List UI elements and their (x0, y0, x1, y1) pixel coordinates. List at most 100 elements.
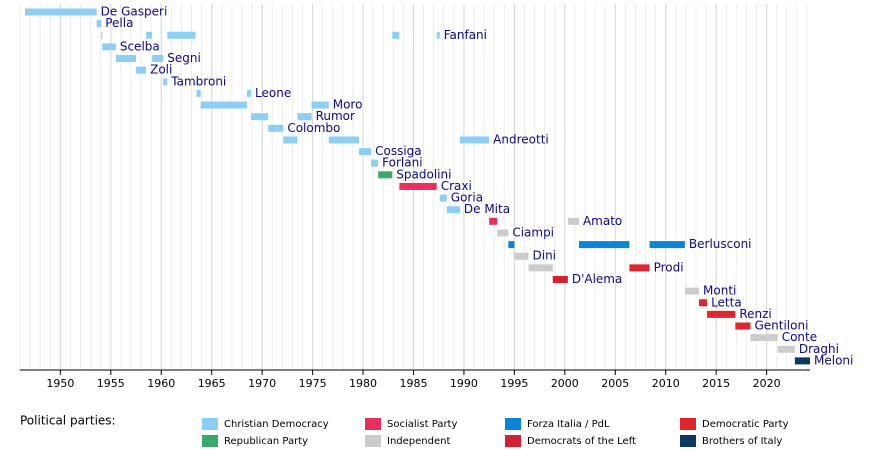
legend-label: Forza Italia / PdL (527, 419, 610, 430)
pm-name: Goria (451, 191, 483, 205)
term-bar (268, 124, 284, 132)
term-bar (750, 334, 778, 342)
pm-name: De Gasperi (101, 5, 168, 19)
pm-name: Amato (583, 214, 622, 228)
pm-name: Rumor (316, 109, 355, 123)
term-bar (101, 31, 103, 39)
pm-name: Draghi (799, 342, 839, 356)
x-tick-label: 1965 (198, 377, 226, 390)
term-bar (707, 310, 736, 318)
pm-name: Cossiga (375, 144, 422, 158)
legend-label: Brothers of Italy (702, 436, 782, 447)
term-bar (359, 148, 372, 156)
term-bar (392, 31, 400, 39)
pm-name: Andreotti (493, 132, 549, 146)
legend-swatch (680, 435, 696, 447)
x-tick-label: 1955 (97, 377, 125, 390)
term-bar (371, 159, 379, 167)
pm-name: Renzi (739, 307, 771, 321)
term-bar (247, 89, 252, 97)
term-bar (136, 66, 147, 74)
pm-name: Prodi (654, 260, 684, 274)
term-bar (578, 241, 630, 249)
x-tick-label: 2000 (551, 377, 579, 390)
legend-swatch (365, 435, 381, 447)
legend-swatch (505, 435, 521, 447)
x-tick-label: 1980 (349, 377, 377, 390)
term-bar (552, 275, 568, 283)
pm-name: Zoli (150, 63, 172, 77)
pm-name: Craxi (441, 179, 472, 193)
term-bar (251, 113, 269, 121)
x-tick-label: 2010 (652, 377, 680, 390)
x-tick-label: 1970 (248, 377, 276, 390)
term-bar (649, 241, 685, 249)
term-bar (436, 31, 440, 39)
pm-name: Colombo (287, 121, 340, 135)
pm-name: Ciampi (512, 225, 554, 239)
legend-title: Political parties: (20, 414, 116, 428)
term-bar (102, 43, 116, 51)
term-bar (528, 264, 553, 272)
term-bar (283, 136, 298, 144)
term-bar (328, 136, 360, 144)
term-bar (735, 322, 751, 330)
term-bar (699, 299, 708, 307)
term-bar (497, 229, 509, 237)
term-bar (96, 20, 102, 28)
x-tick-label: 2005 (601, 377, 629, 390)
pm-name: Scelba (120, 39, 160, 53)
pm-name: Forlani (382, 156, 422, 170)
term-bar (439, 194, 447, 202)
legend-label: Democrats of the Left (527, 436, 636, 447)
term-bar (446, 206, 460, 214)
legend-label: Independent (387, 436, 450, 447)
term-bar (25, 8, 97, 16)
x-tick-label: 2015 (702, 377, 730, 390)
legend-swatch (505, 418, 521, 430)
pm-name: Gentiloni (754, 319, 808, 333)
pm-name: Berlusconi (689, 237, 752, 251)
pm-name: Meloni (814, 353, 853, 367)
term-bar (777, 345, 795, 353)
x-tick-label: 1985 (399, 377, 427, 390)
term-bar (514, 252, 529, 260)
pm-name: Dini (533, 249, 557, 263)
legend-swatch (202, 418, 218, 430)
x-tick-label: 1950 (46, 377, 74, 390)
x-tick-label: 1960 (147, 377, 175, 390)
x-tick-label: 1990 (450, 377, 478, 390)
pm-name: D'Alema (572, 272, 623, 286)
x-tick-label: 2020 (753, 377, 781, 390)
pm-name: Conte (782, 330, 817, 344)
term-bar (378, 171, 393, 179)
term-bar (399, 182, 437, 190)
legend-swatch (365, 418, 381, 430)
x-tick-label: 1995 (500, 377, 528, 390)
legend-label: Socialist Party (387, 419, 457, 430)
legend-swatch (680, 418, 696, 430)
term-bar (794, 357, 810, 365)
term-bar (567, 217, 579, 225)
legend-label: Democratic Party (702, 419, 789, 430)
pm-name: De Mita (464, 202, 510, 216)
pm-name: Fanfani (444, 28, 487, 42)
legend-label: Republican Party (224, 436, 308, 447)
term-bar (167, 31, 196, 39)
legend-label: Christian Democracy (224, 419, 329, 430)
pm-name: Spadolini (396, 167, 451, 181)
term-bar (629, 264, 650, 272)
legend-swatch (202, 435, 218, 447)
pm-name: Monti (703, 284, 736, 298)
term-bar (684, 287, 700, 295)
term-bar (152, 55, 164, 63)
term-bar (489, 217, 498, 225)
term-bar (200, 101, 248, 109)
term-bar (311, 101, 329, 109)
pm-name: Segni (167, 51, 201, 65)
pm-name: Leone (255, 86, 291, 100)
pm-name: Tambroni (170, 74, 226, 88)
term-bar (508, 241, 515, 249)
term-bar (163, 78, 168, 86)
